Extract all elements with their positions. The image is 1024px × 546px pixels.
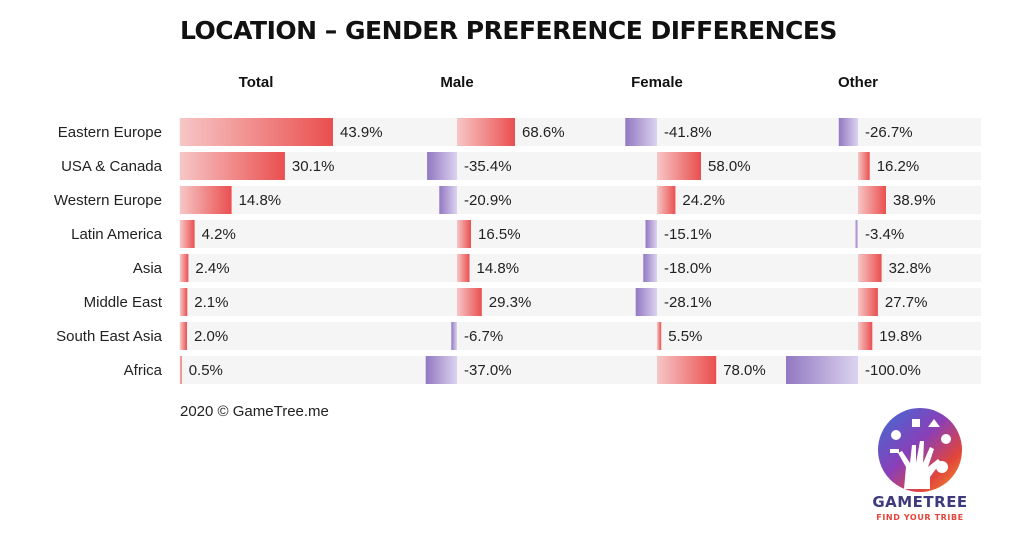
value-label-female: -18.0% — [664, 260, 712, 277]
value-label-total: 4.2% — [202, 226, 236, 243]
logo-tagline: FIND YOUR TRIBE — [876, 513, 964, 522]
bar-female-africa — [657, 356, 717, 384]
value-label-male: 14.8% — [477, 260, 520, 277]
value-label-male: 29.3% — [489, 294, 532, 311]
bar-other-western-europe — [858, 186, 886, 214]
value-label-female: 58.0% — [708, 158, 751, 175]
category-label: Asia — [133, 260, 163, 277]
value-label-total: 43.9% — [340, 124, 383, 141]
bar-female-usa-canada — [657, 152, 701, 180]
column-header-female: Female — [631, 74, 683, 91]
bar-total-latin-america — [180, 220, 195, 248]
column-header-total: Total — [238, 74, 274, 91]
logo-wordmark: GAMETREE — [872, 493, 968, 511]
bar-male-eastern-europe — [457, 118, 515, 146]
bar-other-africa — [786, 356, 858, 384]
category-label: Eastern Europe — [58, 124, 162, 141]
gametree-logo: GAMETREE FIND YOUR TRIBE — [870, 405, 970, 530]
value-label-total: 30.1% — [292, 158, 335, 175]
column-header-other: Other — [837, 74, 879, 91]
bar-total-western-europe — [180, 186, 232, 214]
row-background-south-east-asia — [179, 322, 981, 350]
value-label-male: -6.7% — [464, 328, 503, 345]
bar-other-asia — [858, 254, 882, 282]
logo-emblem-icon — [878, 408, 962, 492]
copyright-footer: 2020 © GameTree.me — [180, 403, 329, 420]
value-label-other: 19.8% — [879, 328, 922, 345]
value-label-female: -15.1% — [664, 226, 712, 243]
chart-title: LOCATION – GENDER PREFERENCE DIFFERENCES — [180, 16, 837, 45]
value-label-male: -35.4% — [464, 158, 512, 175]
value-label-female: -28.1% — [664, 294, 712, 311]
value-label-total: 2.4% — [195, 260, 229, 277]
bar-female-latin-america — [645, 220, 657, 248]
value-label-male: 68.6% — [522, 124, 565, 141]
bar-male-western-europe — [439, 186, 457, 214]
bar-total-south-east-asia — [180, 322, 187, 350]
value-label-male: -37.0% — [464, 362, 512, 379]
row-background-latin-america — [179, 220, 981, 248]
value-label-female: 5.5% — [668, 328, 702, 345]
bar-female-south-east-asia — [657, 322, 662, 350]
category-label: Middle East — [84, 294, 163, 311]
bar-male-asia — [457, 254, 470, 282]
bar-male-africa — [425, 356, 457, 384]
category-label: USA & Canada — [61, 158, 163, 175]
category-label: South East Asia — [56, 328, 163, 345]
value-label-other: 16.2% — [877, 158, 920, 175]
value-label-other: 38.9% — [893, 192, 936, 209]
bar-other-eastern-europe — [838, 118, 858, 146]
value-label-other: -26.7% — [865, 124, 913, 141]
bar-male-usa-canada — [427, 152, 457, 180]
bar-male-middle-east — [457, 288, 482, 316]
bar-total-usa-canada — [180, 152, 285, 180]
bar-total-asia — [180, 254, 189, 282]
row-background-africa — [179, 356, 981, 384]
bar-female-asia — [643, 254, 657, 282]
category-label: Latin America — [71, 226, 163, 243]
value-label-female: 24.2% — [682, 192, 725, 209]
value-label-male: 16.5% — [478, 226, 521, 243]
row-background-middle-east — [179, 288, 981, 316]
category-label: Western Europe — [54, 192, 162, 209]
value-label-total: 2.1% — [194, 294, 228, 311]
value-label-other: 27.7% — [885, 294, 928, 311]
value-label-female: -41.8% — [664, 124, 712, 141]
bar-total-africa — [180, 356, 182, 384]
bar-other-middle-east — [858, 288, 878, 316]
row-background-asia — [179, 254, 981, 282]
value-label-total: 2.0% — [194, 328, 228, 345]
value-label-other: -100.0% — [865, 362, 921, 379]
value-label-female: 78.0% — [723, 362, 766, 379]
value-label-male: -20.9% — [464, 192, 512, 209]
row-background-western-europe — [179, 186, 981, 214]
bar-female-eastern-europe — [625, 118, 657, 146]
value-label-total: 0.5% — [189, 362, 223, 379]
chart-plot: Eastern Europe 43.9% 68.6% -41.8% -26.7% USA … — [53, 118, 981, 384]
bar-other-latin-america — [855, 220, 858, 248]
value-label-total: 14.8% — [239, 192, 282, 209]
value-label-other: 32.8% — [889, 260, 932, 277]
column-header-male: Male — [440, 74, 474, 91]
category-label: Africa — [124, 362, 163, 379]
row-background-usa-canada — [179, 152, 981, 180]
bar-total-middle-east — [180, 288, 188, 316]
bar-total-eastern-europe — [180, 118, 333, 146]
bar-other-usa-canada — [858, 152, 870, 180]
bar-male-latin-america — [457, 220, 471, 248]
bar-male-south-east-asia — [451, 322, 457, 350]
value-label-other: -3.4% — [865, 226, 904, 243]
bar-female-western-europe — [657, 186, 676, 214]
bar-other-south-east-asia — [858, 322, 873, 350]
bar-female-middle-east — [635, 288, 657, 316]
